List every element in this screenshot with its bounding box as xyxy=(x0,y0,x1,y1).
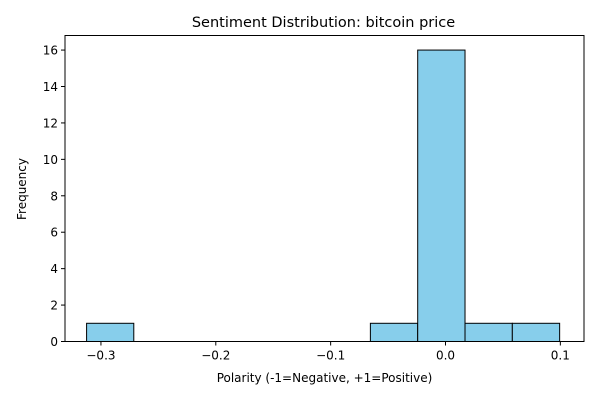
y-tick-label-3: 6 xyxy=(50,226,58,240)
x-axis-ticks: −0.3 −0.2 −0.1 0.0 0.1 xyxy=(86,341,570,363)
chart-title: Sentiment Distribution: bitcoin price xyxy=(192,15,455,31)
x-tick-label-3: 0.0 xyxy=(436,349,455,363)
histogram-bar-9 xyxy=(511,322,561,343)
histogram-bar-0 xyxy=(86,322,135,343)
x-tick-label-4: 0.1 xyxy=(551,349,570,363)
y-tick-label-2: 4 xyxy=(50,262,58,276)
x-tick-label-0: −0.3 xyxy=(86,349,115,363)
histogram-bar-6 xyxy=(369,322,419,343)
histogram-bar-7 xyxy=(417,49,466,342)
y-tick-label-7: 14 xyxy=(43,80,58,94)
y-tick-label-1: 2 xyxy=(50,299,58,313)
bars-group xyxy=(86,49,561,343)
y-tick-label-8: 16 xyxy=(43,44,58,58)
y-axis-label: Frequency xyxy=(15,158,29,220)
x-tick-label-1: −0.2 xyxy=(201,349,230,363)
y-tick-label-0: 0 xyxy=(50,335,58,349)
y-axis-ticks: 0 2 4 6 8 10 12 14 16 xyxy=(43,44,65,349)
y-tick-label-6: 12 xyxy=(43,116,58,130)
y-tick-label-5: 10 xyxy=(43,153,58,167)
x-axis-label: Polarity (-1=Negative, +1=Positive) xyxy=(217,371,433,385)
x-tick-label-2: −0.1 xyxy=(316,349,345,363)
histogram-bar-8 xyxy=(464,322,513,343)
y-tick-label-4: 8 xyxy=(50,189,58,203)
plot-frame xyxy=(64,35,585,342)
